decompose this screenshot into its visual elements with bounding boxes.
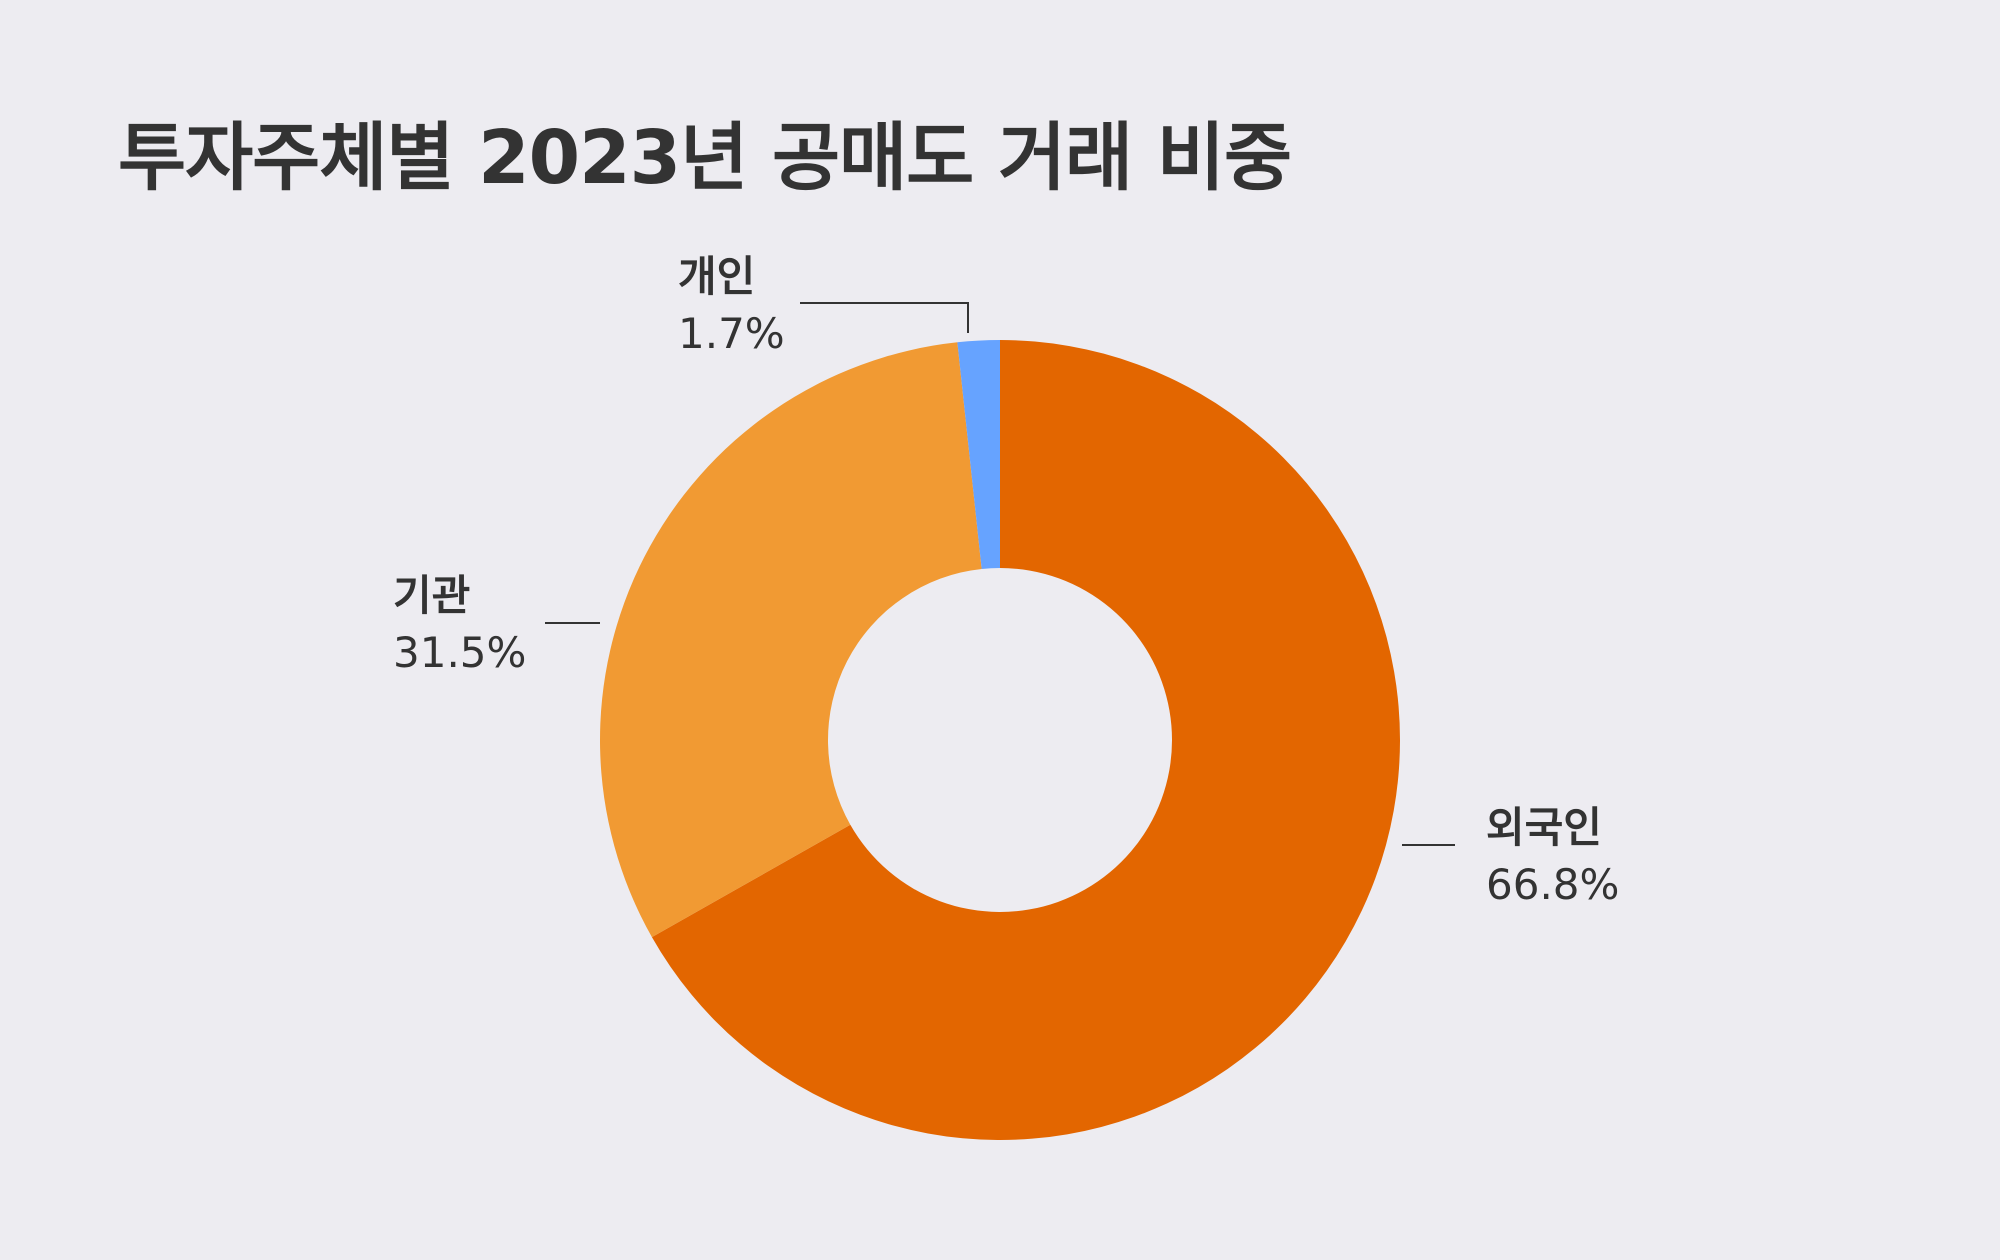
slice-label-2: 기관 — [393, 571, 470, 620]
slice-1 — [651, 340, 1400, 1140]
slice-3 — [957, 340, 1000, 569]
slice-2 — [600, 342, 982, 938]
slice-value-1: 66.8% — [1486, 860, 1619, 909]
chart-title: 투자주체별 2023년 공매도 거래 비중 — [118, 115, 1292, 201]
slices-layer — [600, 340, 1400, 1140]
labels-layer: 외국인 66.8% 기관 31.5% 개인 1.7% — [393, 252, 1619, 909]
slice-value-2: 31.5% — [393, 628, 526, 677]
leader-line-3 — [800, 302, 969, 333]
slice-value-3: 1.7% — [678, 309, 785, 358]
slice-label-1: 외국인 — [1486, 803, 1602, 852]
slice-label-3: 개인 — [678, 252, 755, 301]
